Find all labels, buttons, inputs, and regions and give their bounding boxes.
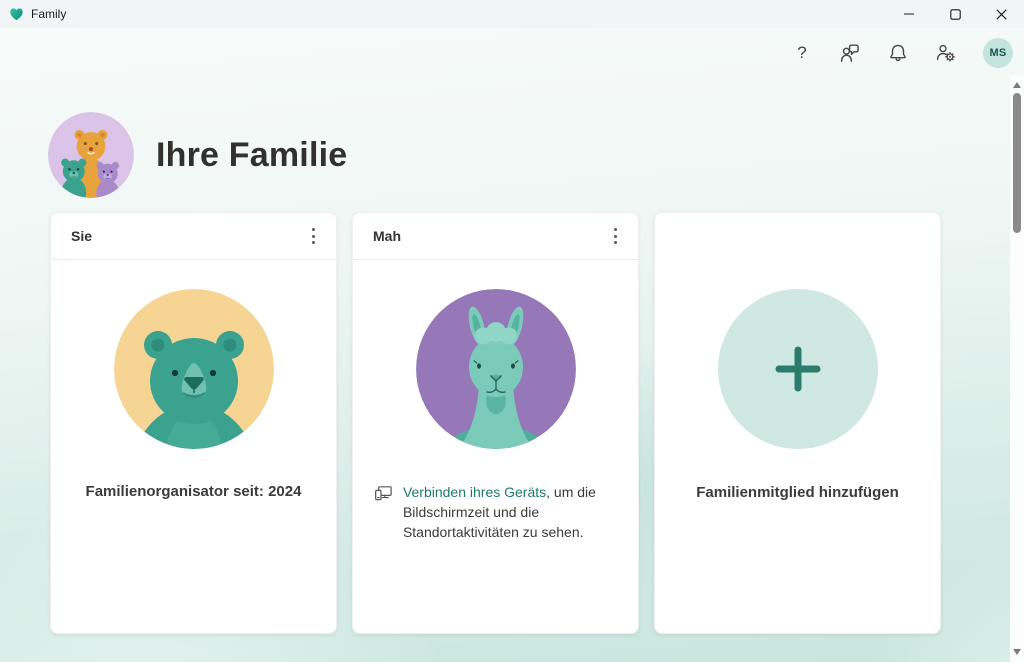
devices-icon <box>375 486 392 501</box>
kebab-icon <box>613 228 617 232</box>
feedback-icon <box>840 44 859 62</box>
main-content: ? <box>0 28 1024 662</box>
triangle-down-icon <box>1013 649 1021 655</box>
scroll-down-button[interactable] <box>1010 644 1024 660</box>
connect-device-row: Verbinden ihres Geräts, um die Bildschir… <box>373 482 620 542</box>
member-card-mah: Mah <box>352 212 639 634</box>
app-logo-heart-icon <box>10 7 23 20</box>
help-button[interactable]: ? <box>791 42 813 64</box>
window-controls <box>886 0 1024 28</box>
profile-initials: MS <box>989 47 1007 59</box>
connect-device-text: Verbinden ihres Geräts, um die Bildschir… <box>403 482 620 542</box>
bell-icon <box>890 44 906 62</box>
notifications-button[interactable] <box>887 42 909 64</box>
close-button[interactable] <box>978 0 1024 28</box>
help-icon: ? <box>797 43 807 62</box>
minimize-icon <box>904 13 914 15</box>
card-menu-button[interactable] <box>298 221 328 251</box>
connect-device-caption: , um die Bildschirmzeit und die Standort… <box>402 484 596 540</box>
top-toolbar: ? <box>791 38 1013 68</box>
member-card-mah-header: Mah <box>353 213 638 260</box>
family-avatar <box>48 112 134 198</box>
person-gear-icon <box>936 44 955 62</box>
member-card-you: Sie <box>50 212 337 634</box>
member-name: Mah <box>373 228 401 244</box>
vertical-scrollbar[interactable] <box>1010 75 1024 662</box>
add-member-button[interactable] <box>717 289 878 449</box>
member-card-you-caption: Familienorganisator seit: 2024 <box>85 483 302 500</box>
card-menu-button[interactable] <box>600 221 630 251</box>
triangle-up-icon <box>1013 82 1021 88</box>
kebab-icon <box>311 228 315 232</box>
plus-icon <box>775 346 820 392</box>
family-cards-row: Sie <box>50 212 941 634</box>
page-title: Ihre Familie <box>156 135 348 174</box>
app-title: Family <box>31 7 67 21</box>
member-name: Sie <box>71 228 93 244</box>
bear-avatar <box>113 289 274 449</box>
llama-avatar <box>415 289 576 449</box>
scroll-up-button[interactable] <box>1010 77 1024 93</box>
member-card-you-header: Sie <box>51 213 336 260</box>
family-settings-button[interactable] <box>935 42 957 64</box>
titlebar-app-identity: Family <box>0 7 886 22</box>
connect-device-link[interactable]: Verbinden ihres Geräts <box>402 484 547 500</box>
maximize-button[interactable] <box>932 0 978 28</box>
add-member-card[interactable]: Familienmitglied hinzufügen <box>654 212 941 634</box>
maximize-icon <box>949 8 961 20</box>
close-icon <box>995 8 1007 20</box>
scrollbar-thumb[interactable] <box>1013 93 1021 233</box>
profile-avatar-button[interactable]: MS <box>983 38 1013 68</box>
minimize-button[interactable] <box>886 0 932 28</box>
titlebar: Family <box>0 0 1024 28</box>
page-header: Ihre Familie <box>48 112 347 198</box>
add-member-caption: Familienmitglied hinzufügen <box>696 484 899 501</box>
feedback-button[interactable] <box>839 42 861 64</box>
